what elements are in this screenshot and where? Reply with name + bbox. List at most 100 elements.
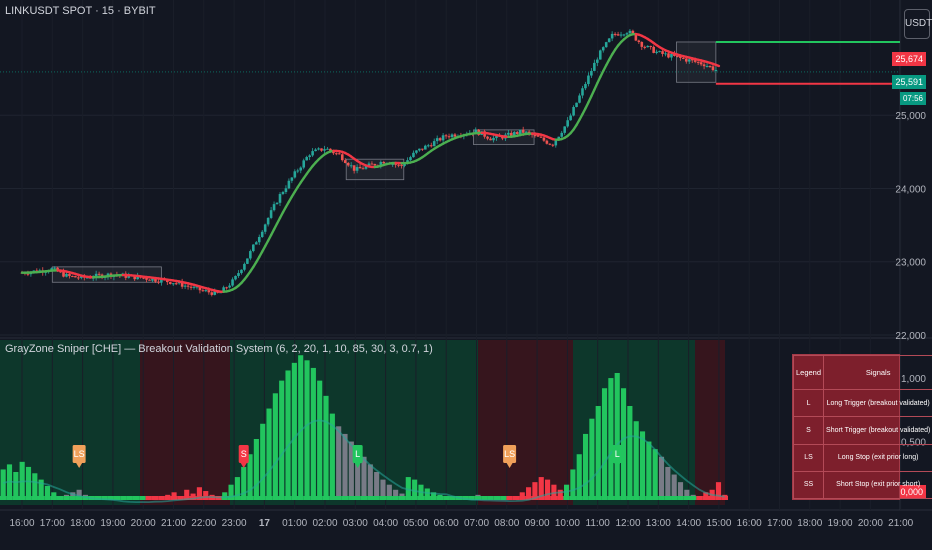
candle-body <box>566 120 569 127</box>
candle-body <box>326 148 329 150</box>
regime-strip <box>601 496 608 500</box>
candle-body <box>613 33 617 35</box>
candle-body <box>97 273 101 275</box>
regime-strip <box>512 496 520 500</box>
histogram-bar <box>184 489 190 497</box>
regime-strip <box>227 496 235 500</box>
candle-body <box>266 217 270 225</box>
regime-strip <box>715 496 722 500</box>
candle-body <box>243 263 246 270</box>
signal-label: L <box>355 449 360 459</box>
candle-body <box>373 164 377 166</box>
legend-key: S <box>792 416 825 445</box>
regime-strip <box>75 496 83 500</box>
candle-body <box>415 150 418 153</box>
legend-text: Short Stop (exit prior short) <box>823 470 932 500</box>
candle-body <box>198 286 202 291</box>
countdown-tag: 07:56 <box>899 92 926 105</box>
histogram-bar <box>253 439 259 497</box>
candle-body <box>364 166 368 169</box>
time-tick-label: 07:00 <box>464 518 489 529</box>
currency-button[interactable]: USDT <box>904 9 932 39</box>
histogram-bar <box>348 441 354 497</box>
candle-body <box>438 138 442 141</box>
regime-strip <box>56 496 64 500</box>
candle-body <box>352 165 356 171</box>
signal-label: S <box>241 449 247 459</box>
candle-body <box>539 136 543 138</box>
candle-body <box>421 148 424 150</box>
histogram-bar <box>620 388 627 497</box>
regime-strip <box>139 496 146 500</box>
histogram-bar <box>234 477 240 497</box>
histogram-bar <box>0 469 6 497</box>
time-tick-label: 17 <box>259 518 271 529</box>
signal-label: L <box>615 449 620 459</box>
candles <box>20 28 718 297</box>
candle-body <box>53 267 56 269</box>
regime-strip <box>145 496 152 500</box>
price-tick-label: 23,000 <box>895 258 926 269</box>
histogram-bar <box>241 466 247 497</box>
regime-zone <box>140 340 230 505</box>
regime-strip <box>683 496 691 500</box>
regime-strip <box>677 496 684 500</box>
candle-body <box>628 30 632 34</box>
regime-strip <box>132 496 140 500</box>
regime-strip <box>94 496 102 500</box>
upper-level-tag: 25,674 <box>892 52 926 66</box>
regime-strip <box>126 496 133 500</box>
candle-body <box>409 157 412 161</box>
histogram-bar <box>437 494 443 497</box>
histogram-bar <box>165 494 171 497</box>
regime-strip <box>671 496 678 500</box>
regime-strip <box>702 496 709 500</box>
time-tick-label: 15:00 <box>706 518 731 529</box>
candle-body <box>343 160 347 163</box>
candle-body <box>696 61 700 63</box>
candle-body <box>507 132 510 135</box>
regime-strip <box>177 496 184 500</box>
indicator-title: GrayZone Sniper [CHE] — Breakout Validat… <box>5 343 433 355</box>
candle-body <box>569 115 572 121</box>
histogram-bar <box>190 493 196 497</box>
candle-body <box>201 290 205 292</box>
histogram-bar <box>671 474 677 497</box>
signal-marker-l <box>612 445 623 463</box>
candle-body <box>26 273 30 275</box>
legend-text: Short Trigger (breakout validated) <box>823 416 932 445</box>
time-tick-label: 05:00 <box>403 518 428 529</box>
regime-strip <box>335 496 342 500</box>
regime-strip <box>696 496 703 500</box>
candle-body <box>252 244 255 252</box>
price-axis: 25,000 24,000 23,000 22,000 <box>895 111 926 342</box>
candle-body <box>622 34 626 36</box>
candle-body <box>59 271 62 273</box>
candle-body <box>512 132 516 137</box>
regime-strip <box>664 496 672 500</box>
candle-body <box>450 134 454 138</box>
regime-strip <box>158 496 165 500</box>
histogram-bar <box>608 378 614 497</box>
regime-strip <box>322 496 330 500</box>
candle-body <box>290 177 294 181</box>
candle-body <box>263 224 267 232</box>
signal-marker-pointer <box>354 463 361 468</box>
candle-body <box>542 137 546 141</box>
histogram-bar <box>291 362 297 497</box>
candle-body <box>335 153 338 155</box>
histogram-bar <box>63 494 70 497</box>
regime-strip <box>392 496 399 500</box>
regime-strip <box>284 496 292 500</box>
histogram-bar <box>13 472 19 497</box>
candle-body <box>598 50 602 60</box>
time-tick-label: 14:00 <box>676 518 701 529</box>
candle-body <box>714 69 718 71</box>
regime-strip <box>316 496 323 500</box>
histogram-bar <box>266 408 272 497</box>
candle-body <box>661 51 664 54</box>
candle-body <box>619 34 623 36</box>
histogram-bar <box>317 380 323 497</box>
regime-strip <box>360 496 368 500</box>
candle-body <box>269 210 273 218</box>
